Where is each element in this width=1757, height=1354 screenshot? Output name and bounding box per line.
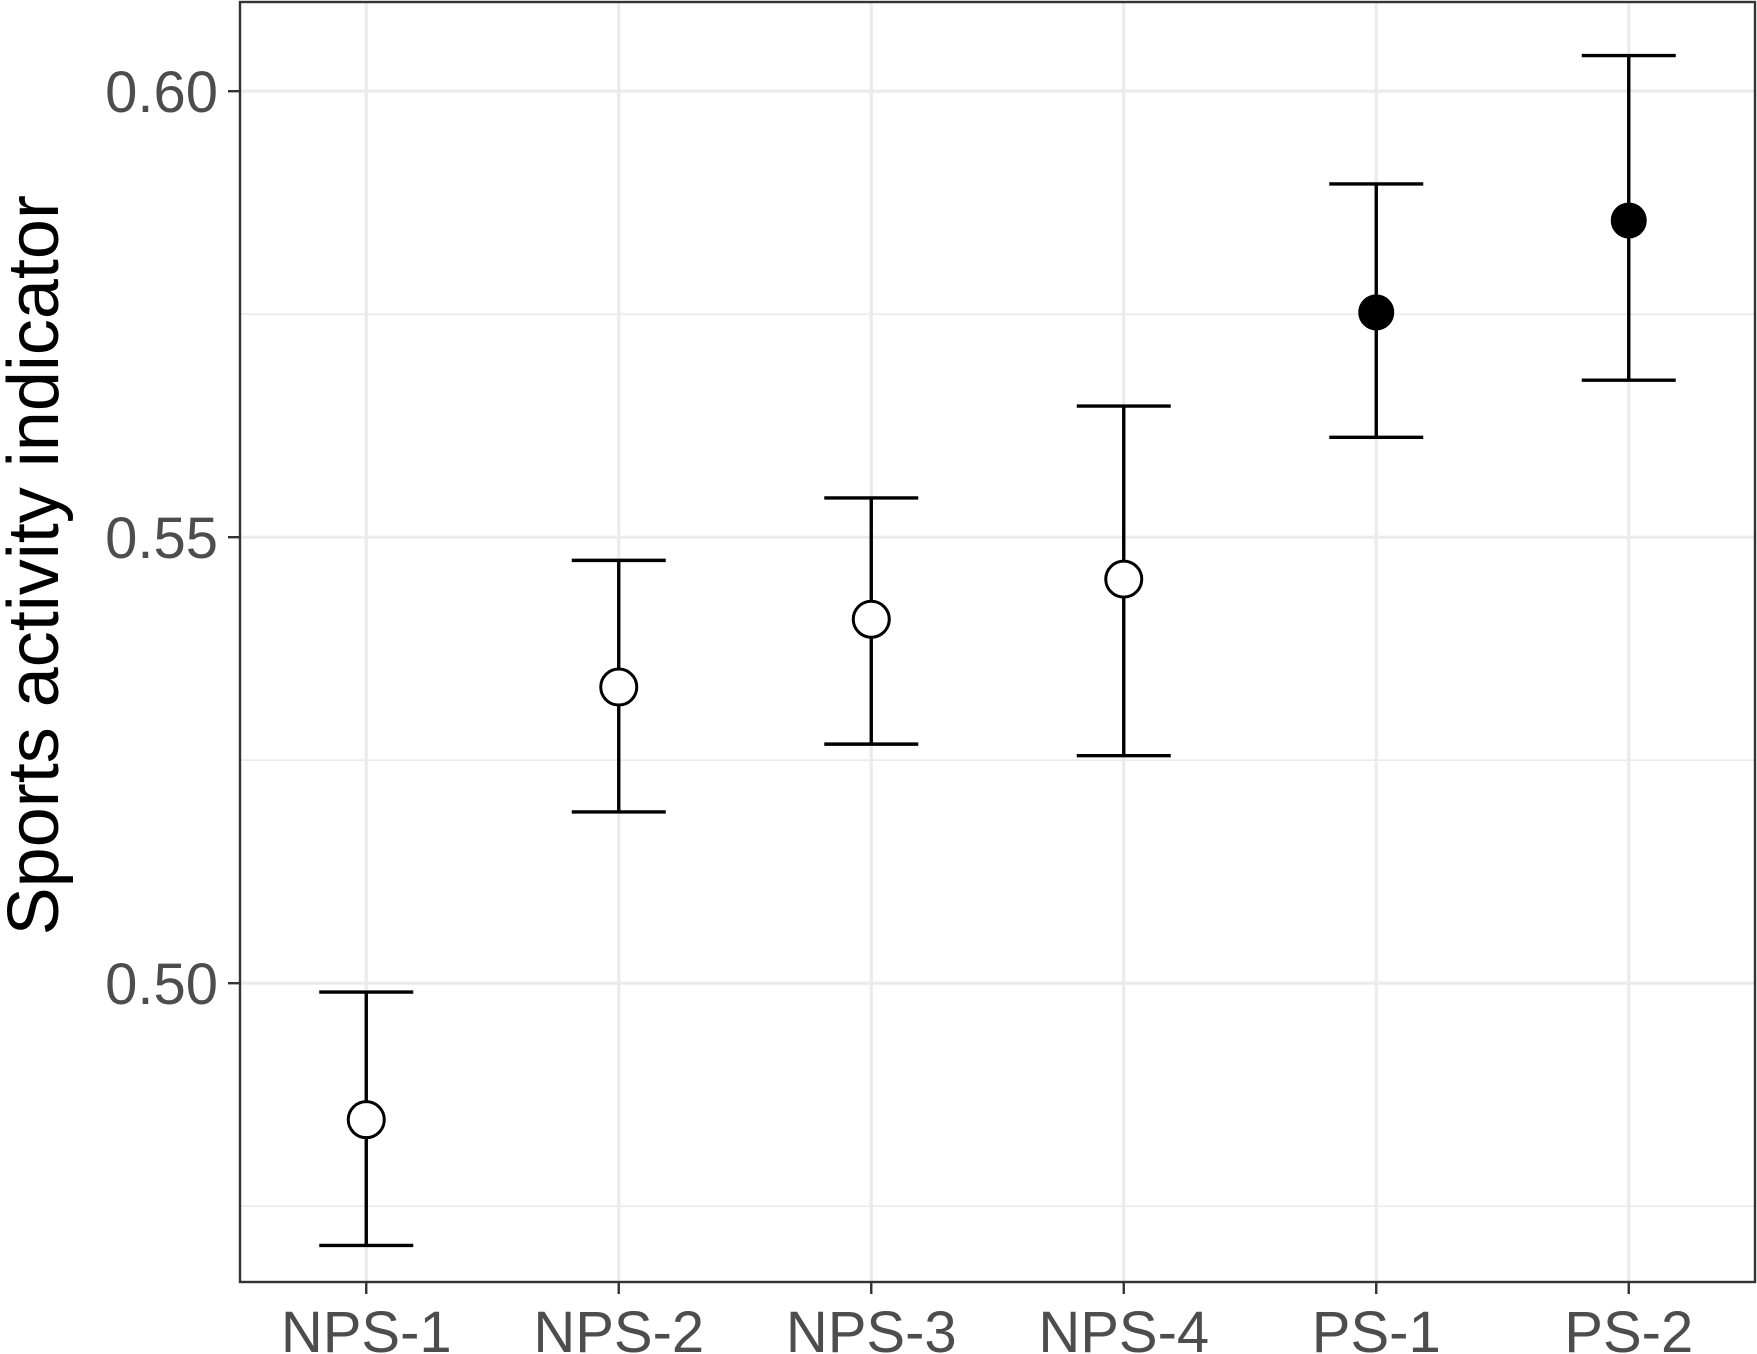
x-tick-label: PS-1 xyxy=(1312,1300,1441,1354)
error-bar-group xyxy=(1329,182,1424,439)
data-point-open xyxy=(1104,559,1144,599)
data-point-filled xyxy=(1610,202,1647,239)
data-marks xyxy=(319,53,1676,1248)
panel-border xyxy=(238,0,1757,1284)
x-tick-label: NPS-3 xyxy=(786,1300,957,1354)
data-point-open xyxy=(346,1100,386,1140)
y-tick-label: 0.60 xyxy=(105,60,218,125)
data-point-open xyxy=(599,667,639,707)
x-tick-label: NPS-4 xyxy=(1038,1300,1209,1354)
error-bar-group xyxy=(1076,404,1171,758)
x-tick-label: PS-2 xyxy=(1564,1300,1693,1354)
error-bar-group xyxy=(571,558,666,814)
axis-ticks xyxy=(228,89,1630,1294)
axis-tick-labels: 0.50 0.55 0.60 NPS-1 NPS-2 NPS-3 NPS-4 PS-1 PS-2 xyxy=(105,60,1693,1354)
error-bar-group xyxy=(824,496,919,746)
x-tick-label: NPS-1 xyxy=(281,1300,452,1354)
data-point-filled xyxy=(1358,294,1395,331)
error-bar-group xyxy=(319,990,414,1248)
x-tick-label: NPS-2 xyxy=(533,1300,704,1354)
y-tick-label: 0.55 xyxy=(105,506,218,571)
error-bar-group xyxy=(1581,53,1676,382)
y-tick-label: 0.50 xyxy=(105,952,218,1017)
data-point-open xyxy=(851,599,891,639)
y-axis-title: Sports activity indicator xyxy=(0,195,74,935)
